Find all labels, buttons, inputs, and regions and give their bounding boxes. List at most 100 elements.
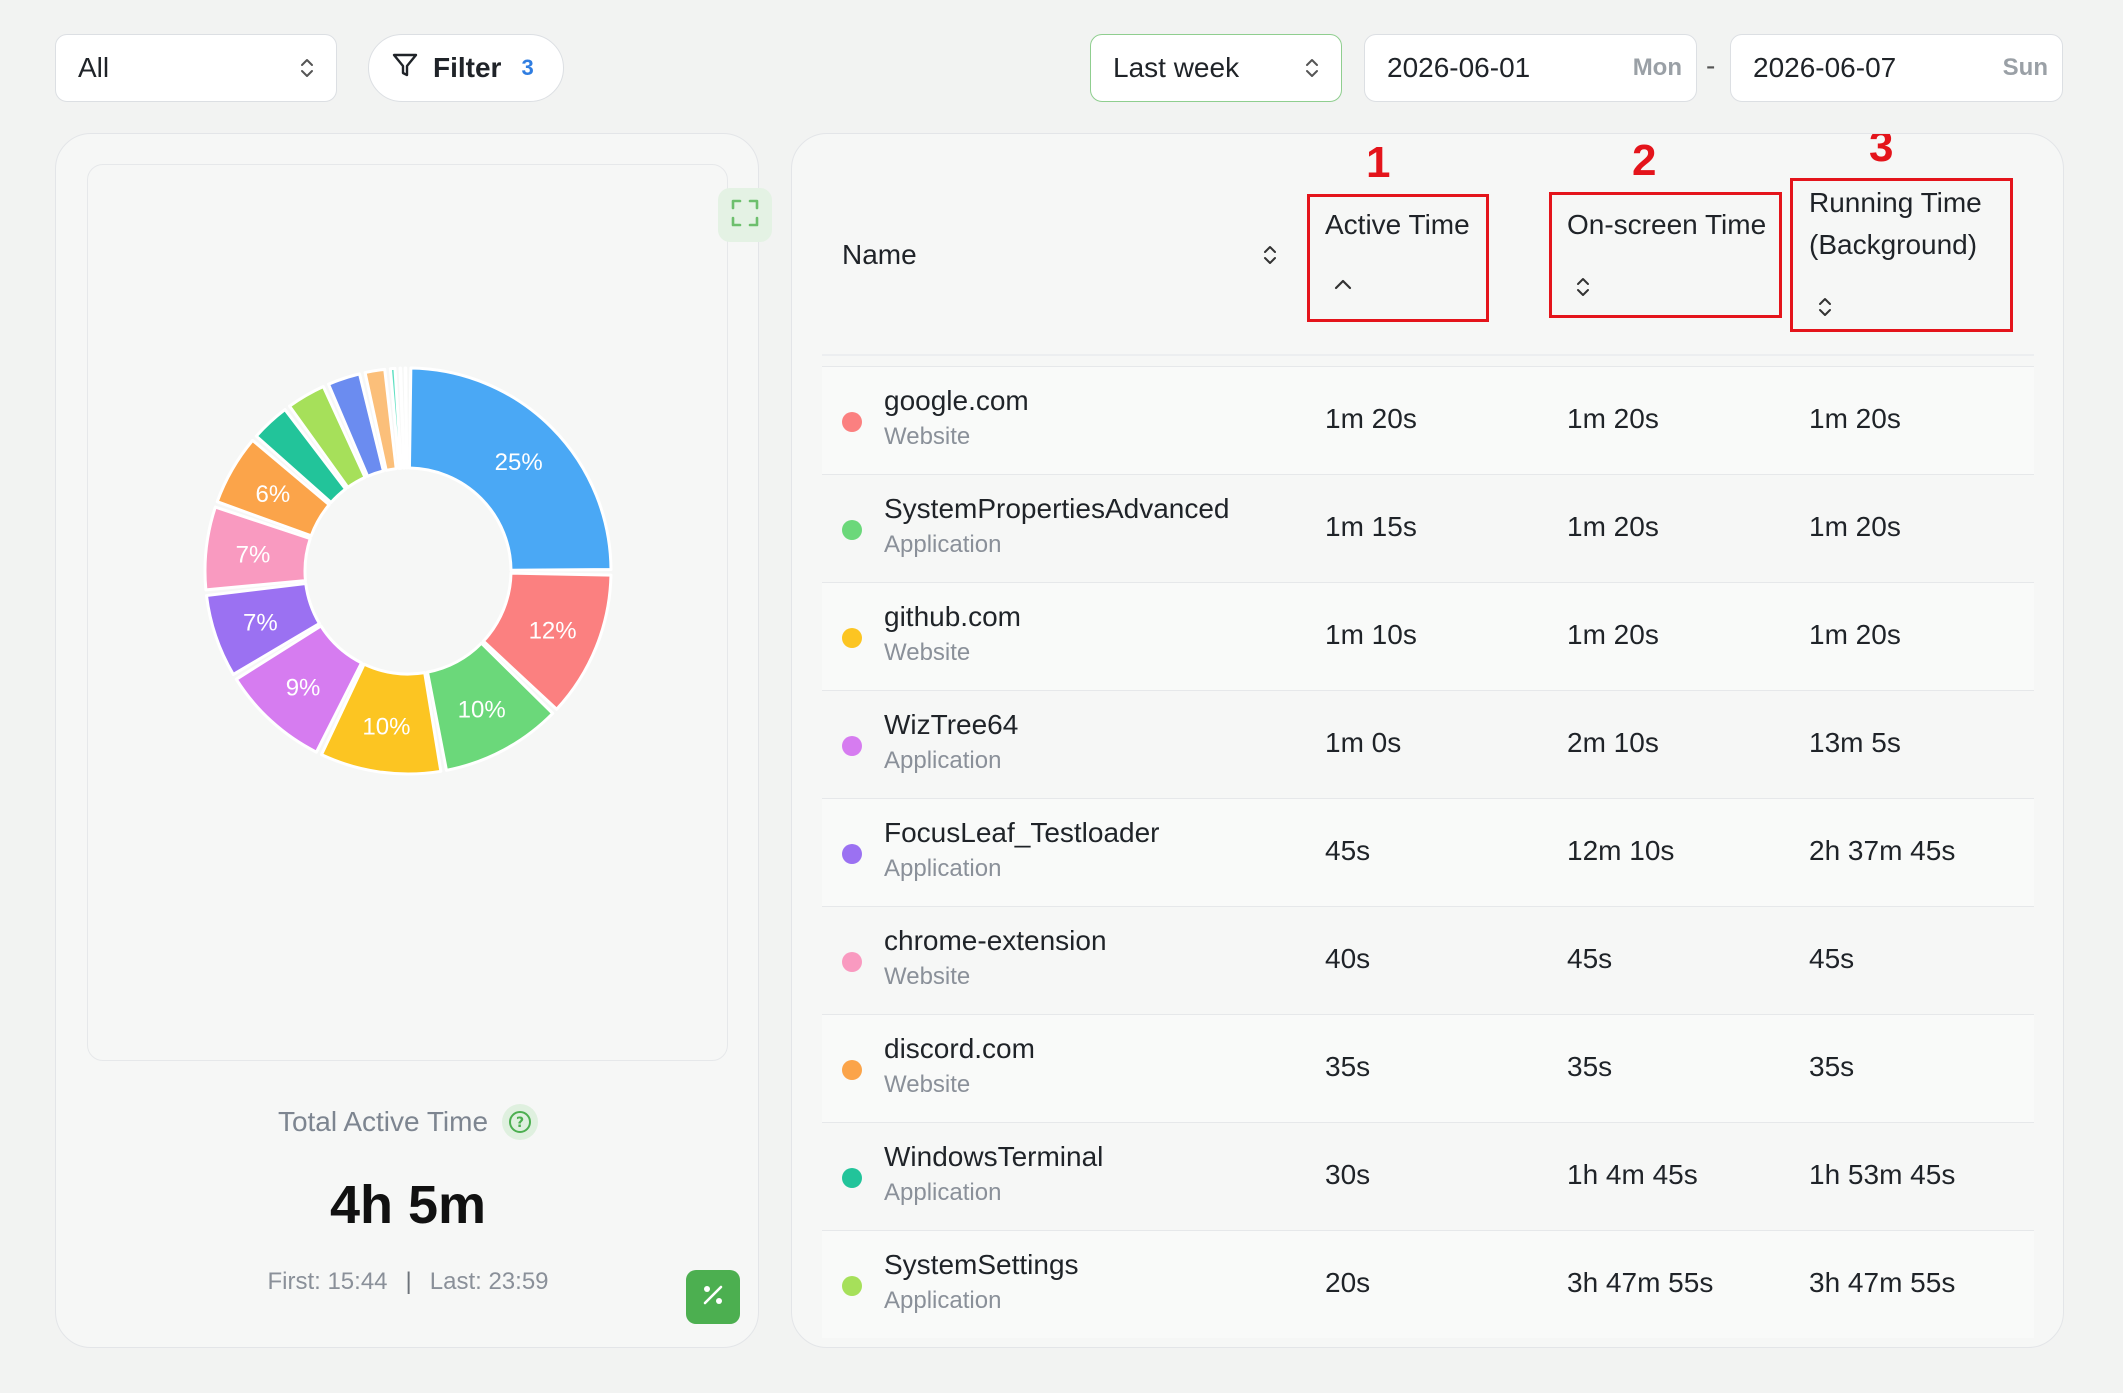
end-date-weekday: Sun — [2002, 54, 2048, 81]
table-row[interactable]: WindowsTerminal Application 30s 1h 4m 45s 1h… — [822, 1122, 2034, 1230]
percent-icon — [698, 1280, 728, 1315]
row-type: Application — [884, 531, 1002, 558]
row-type: Website — [884, 639, 971, 666]
row-name: SystemSettings — [884, 1249, 1079, 1280]
annotation-box-3 — [1790, 178, 2013, 332]
time-separator: | — [405, 1268, 412, 1295]
row-name: chrome-extension — [884, 925, 1107, 956]
donut-slice[interactable] — [234, 624, 364, 754]
help-icon[interactable]: ? — [502, 1104, 539, 1140]
filter-count-badge: 3 — [521, 55, 534, 80]
row-running-time: 1m 20s — [1809, 619, 1901, 650]
table-body: google.com Website 1m 20s 1m 20s 1m 20s Syste… — [822, 366, 2034, 1338]
first-last-times: First: 15:44 | Last: 23:59 — [56, 1268, 760, 1296]
table-row[interactable]: SystemPropertiesAdvanced Application 1m 15… — [822, 474, 2034, 582]
donut-chart[interactable]: 25% 12% 10% 10% 9% 7% 7% 6% — [88, 165, 729, 1062]
donut-slice[interactable] — [203, 505, 312, 592]
row-active-time: 1m 20s — [1325, 403, 1417, 434]
donut-slice[interactable] — [327, 372, 385, 478]
sort-updown-icon[interactable] — [1817, 294, 1833, 325]
total-active-time-value: 4h 5m — [329, 1175, 487, 1235]
row-type: Application — [884, 747, 1002, 774]
category-color-dot — [842, 952, 862, 972]
table-row[interactable]: github.com Website 1m 10s 1m 20s 1m 20s — [822, 582, 2034, 690]
donut-slice[interactable] — [481, 571, 613, 711]
column-header-name[interactable]: Name — [842, 239, 917, 270]
column-header-onscreen-time[interactable]: On-screen Time — [1567, 209, 1767, 240]
chevron-updown-icon — [300, 56, 314, 80]
funnel-icon — [391, 51, 419, 86]
category-color-dot — [842, 412, 862, 432]
annotation-box-1 — [1307, 194, 1489, 322]
row-onscreen-time: 3h 47m 55s — [1567, 1267, 1714, 1298]
table-row[interactable]: FocusLeaf_Testloader Application 45s 12m 10… — [822, 798, 2034, 906]
row-type: Website — [884, 423, 971, 450]
slice-percent-label: 10% — [458, 696, 506, 723]
donut-slice[interactable] — [403, 366, 409, 470]
donut-slice[interactable] — [254, 408, 348, 505]
row-active-time: 1m 10s — [1325, 619, 1417, 650]
slice-percent-label: 25% — [495, 449, 543, 476]
row-active-time: 1m 15s — [1325, 511, 1417, 542]
end-date-field[interactable]: 2026-06-07 Sun — [1730, 34, 2063, 102]
category-color-dot — [842, 844, 862, 864]
row-onscreen-time: 12m 10s — [1567, 835, 1675, 866]
row-type: Website — [884, 1071, 971, 1098]
row-name: WizTree64 — [884, 709, 1019, 740]
filter-button[interactable]: Filter 3 — [368, 34, 564, 102]
scope-select[interactable]: All — [55, 34, 337, 102]
sort-ascending-icon[interactable] — [1333, 276, 1353, 297]
first-time: First: 15:44 — [267, 1268, 388, 1295]
table-row[interactable]: google.com Website 1m 20s 1m 20s 1m 20s — [822, 366, 2034, 474]
annotation-number-1: 1 — [1366, 138, 1391, 187]
column-header-active-time[interactable]: Active Time — [1325, 209, 1470, 240]
donut-slice[interactable] — [204, 581, 321, 676]
row-name: discord.com — [884, 1033, 1035, 1064]
chevron-updown-icon — [1305, 56, 1319, 80]
slice-percent-label: 12% — [529, 618, 577, 645]
percent-toggle-button[interactable] — [686, 1270, 740, 1324]
row-onscreen-time: 1m 20s — [1567, 511, 1659, 542]
sort-updown-icon[interactable] — [1575, 274, 1591, 305]
apps-table-panel: Name Active Time On-screen Time Running … — [791, 133, 2064, 1348]
row-onscreen-time: 1m 20s — [1567, 403, 1659, 434]
slice-percent-label: 7% — [236, 541, 271, 568]
donut-slice[interactable] — [363, 367, 398, 472]
row-active-time: 1m 0s — [1325, 727, 1402, 758]
table-row[interactable]: discord.com Website 35s 35s 35s — [822, 1014, 2034, 1122]
category-color-dot — [842, 628, 862, 648]
row-onscreen-time: 1h 4m 45s — [1567, 1159, 1698, 1190]
summary-panel: 25% 12% 10% 10% 9% 7% 7% 6% Total Active Time ?… — [55, 133, 772, 1348]
donut-slice[interactable] — [319, 662, 443, 776]
expand-icon — [730, 198, 760, 233]
donut-slice[interactable] — [215, 438, 331, 538]
donut-slice[interactable] — [426, 641, 555, 772]
total-active-time-label: Total Active Time ? — [56, 1104, 760, 1140]
date-range-select[interactable]: Last week — [1090, 34, 1342, 102]
donut-slice[interactable] — [398, 366, 406, 470]
donut-slice[interactable] — [407, 366, 613, 572]
row-name: WindowsTerminal — [884, 1141, 1104, 1172]
row-running-time: 1m 20s — [1809, 511, 1901, 542]
row-type: Application — [884, 1287, 1002, 1314]
table-row[interactable]: SystemSettings Application 20s 3h 47m 55s 3h… — [822, 1230, 2034, 1338]
table-row[interactable]: chrome-extension Website 40s 45s 45s — [822, 906, 2034, 1014]
start-date-value: 2026-06-01 — [1387, 52, 1531, 83]
donut-slice[interactable] — [288, 385, 367, 489]
start-date-field[interactable]: 2026-06-01 Mon — [1364, 34, 1697, 102]
row-running-time: 13m 5s — [1809, 727, 1901, 758]
row-active-time: 30s — [1325, 1159, 1371, 1190]
column-header-running-time[interactable]: Running Time (Background) — [1809, 187, 1982, 260]
row-active-time: 45s — [1325, 835, 1371, 866]
donut-slice[interactable] — [388, 366, 403, 470]
table-row[interactable]: WizTree64 Application 1m 0s 2m 10s 13m 5s — [822, 690, 2034, 798]
fullscreen-button[interactable] — [718, 188, 772, 242]
row-active-time: 35s — [1325, 1051, 1371, 1082]
category-color-dot — [842, 1060, 862, 1080]
row-running-time: 3h 47m 55s — [1809, 1267, 1956, 1298]
row-name: github.com — [884, 601, 1021, 632]
row-active-time: 20s — [1325, 1267, 1371, 1298]
sort-updown-icon[interactable] — [1262, 242, 1278, 273]
row-name: FocusLeaf_Testloader — [884, 817, 1160, 848]
slice-percent-label: 9% — [286, 674, 321, 701]
